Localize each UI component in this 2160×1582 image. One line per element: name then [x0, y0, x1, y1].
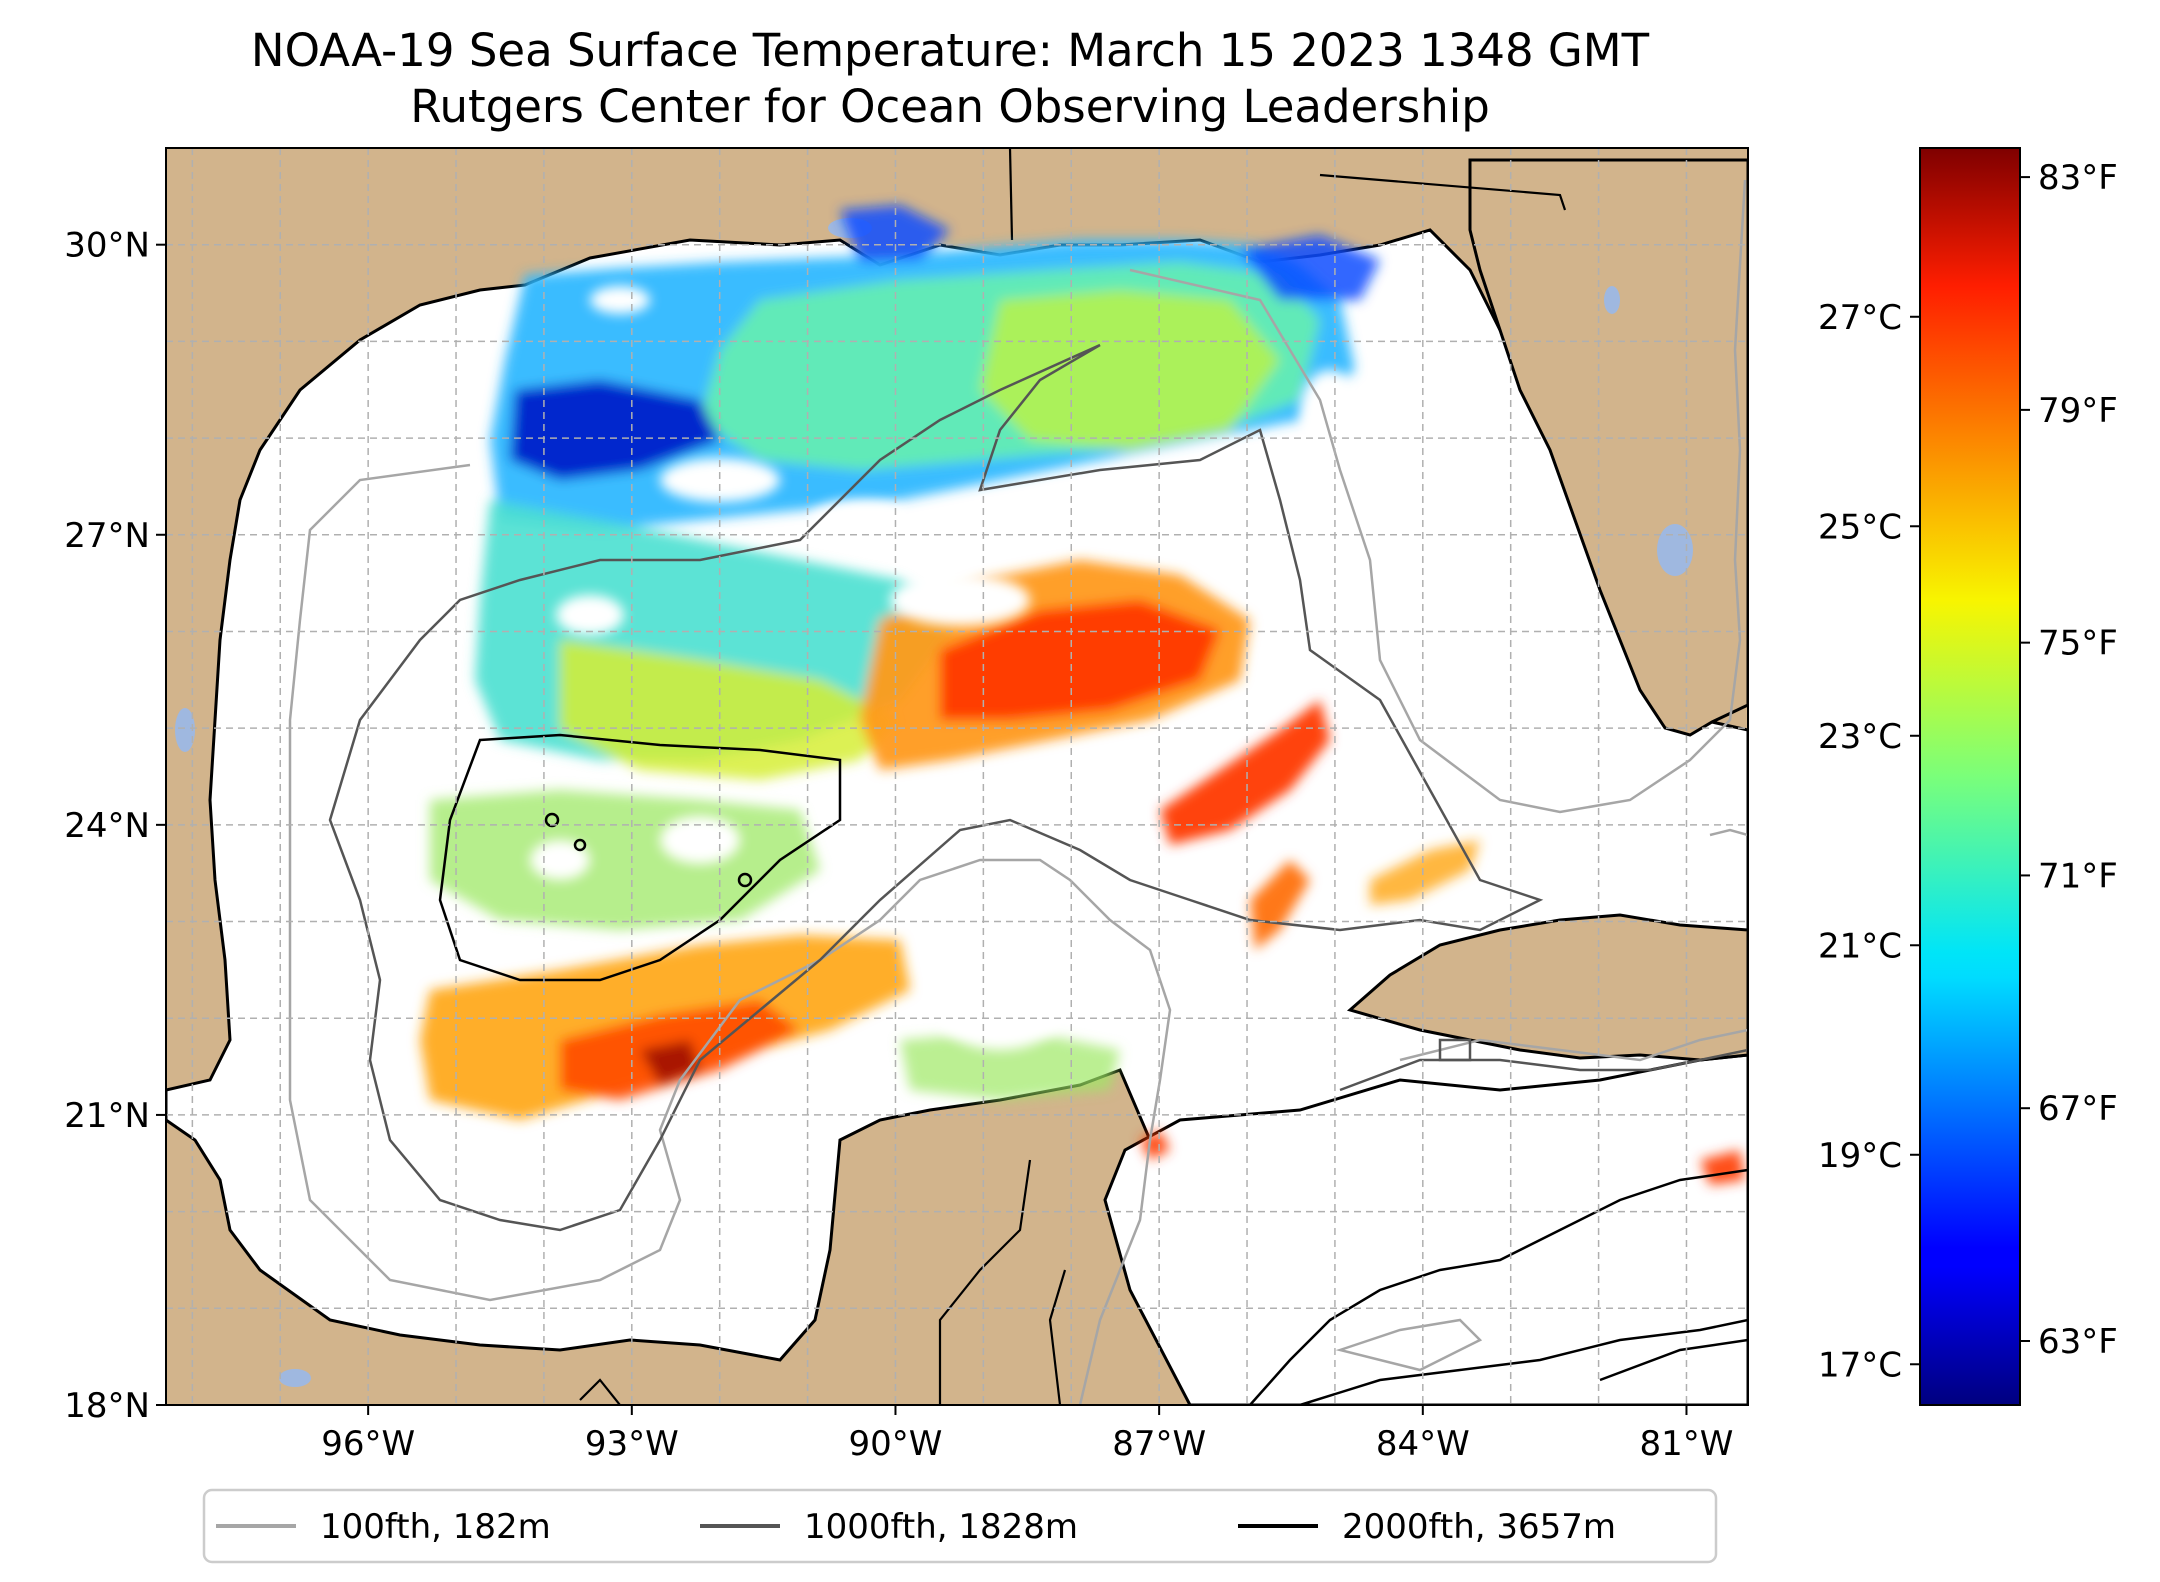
colorbar-f-tick-label: 79°F: [2038, 391, 2118, 431]
lat-tick-label: 21°N: [64, 1096, 150, 1136]
cuba-land: [1346, 913, 1748, 1062]
colorbar: 17°C 19°C 21°C 23°C 25°C 27°C 63°F 67°F 71°F 75°…: [1818, 147, 2118, 1406]
lake-small-3: [279, 1369, 311, 1387]
graticule: [166, 148, 1748, 1405]
legend-label: 1000fth, 1828m: [804, 1507, 1078, 1547]
lake-okeechobee: [1657, 524, 1693, 576]
colorbar-f-tick-label: 71°F: [2038, 856, 2118, 896]
title-line-2: Rutgers Center for Ocean Observing Leade…: [410, 80, 1490, 133]
lat-tick-label: 30°N: [64, 226, 150, 266]
isobath-legend: 100fth, 182m 1000fth, 1828m 2000fth, 3657m: [202, 1488, 1718, 1564]
lon-tick-label: 87°W: [1112, 1424, 1206, 1464]
map-panel: [166, 148, 1748, 1405]
political-borders: [579, 148, 1567, 1405]
longitude-ticks: 96°W 93°W 90°W 87°W 84°W 81°W: [321, 1405, 1733, 1464]
lon-tick-label: 84°W: [1376, 1424, 1470, 1464]
cloud-gaps: [530, 286, 1360, 1050]
colorbar-c-tick-label: 25°C: [1818, 507, 1902, 547]
lake-small-1: [1604, 286, 1620, 314]
caribbean-water: [1103, 1053, 1748, 1405]
legend-label: 100fth, 182m: [320, 1507, 551, 1547]
isobath-2000fth: [438, 733, 1748, 1405]
lat-tick-label: 24°N: [64, 806, 150, 846]
colorbar-f-tick-label: 67°F: [2038, 1089, 2118, 1129]
colorbar-f-tick-label: 63°F: [2038, 1322, 2118, 1362]
title-line-1: NOAA-19 Sea Surface Temperature: March 1…: [251, 24, 1650, 77]
colorbar-f-tick-label: 75°F: [2038, 624, 2118, 664]
lon-tick-label: 90°W: [849, 1424, 943, 1464]
lat-tick-label: 27°N: [64, 516, 150, 556]
map-frame: [165, 147, 1749, 1406]
colorbar-fahrenheit-ticks: 63°F 67°F 71°F 75°F 79°F 83°F: [2020, 158, 2118, 1362]
colorbar-celsius-ticks: 17°C 19°C 21°C 23°C 25°C 27°C: [1818, 298, 1920, 1385]
lon-tick-label: 81°W: [1640, 1424, 1734, 1464]
lake-small-2: [175, 708, 195, 752]
colorbar-c-tick-label: 27°C: [1818, 298, 1902, 338]
lat-tick-label: 18°N: [64, 1386, 150, 1426]
lon-tick-label: 96°W: [321, 1424, 415, 1464]
colorbar-c-tick-label: 17°C: [1818, 1345, 1902, 1385]
legend-label: 2000fth, 3657m: [1342, 1507, 1616, 1547]
colorbar-gradient: [1919, 147, 2021, 1406]
colorbar-c-tick-label: 21°C: [1818, 926, 1902, 966]
latitude-ticks: 18°N 21°N 24°N 27°N 30°N: [64, 226, 166, 1426]
isobath-100fth: [288, 179, 1748, 1405]
legend-frame: [202, 1488, 1718, 1564]
colorbar-f-tick-label: 83°F: [2038, 158, 2118, 198]
isobath-1000fth: [328, 343, 1748, 1232]
colorbar-c-tick-label: 23°C: [1818, 717, 1902, 757]
colorbar-c-tick-label: 19°C: [1818, 1136, 1902, 1176]
lon-tick-label: 93°W: [585, 1424, 679, 1464]
